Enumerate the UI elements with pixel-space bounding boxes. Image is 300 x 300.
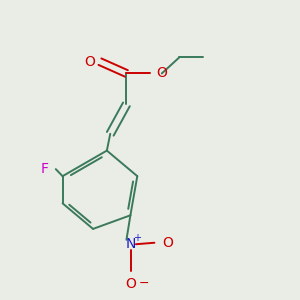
Text: O: O xyxy=(125,277,136,291)
Text: F: F xyxy=(40,162,48,176)
Text: O: O xyxy=(156,66,167,80)
Text: N: N xyxy=(126,237,136,251)
Text: −: − xyxy=(138,277,149,290)
Text: O: O xyxy=(84,55,94,69)
Text: +: + xyxy=(133,233,141,243)
Text: O: O xyxy=(162,236,173,250)
